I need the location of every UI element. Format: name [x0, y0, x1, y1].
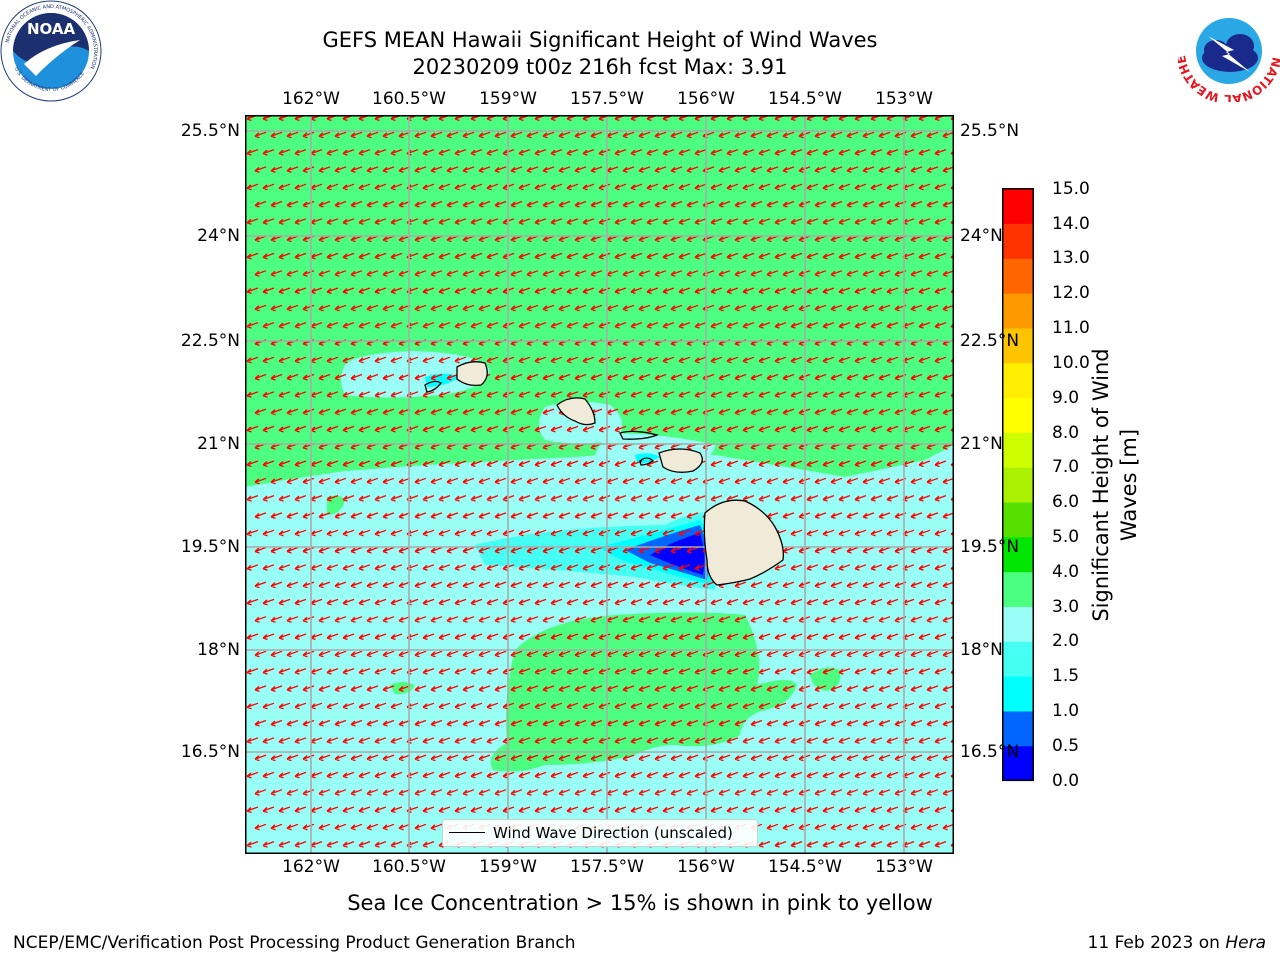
sea-ice-note: Sea Ice Concentration > 15% is shown in … — [347, 891, 933, 915]
graticule — [245, 115, 954, 854]
colorbar-band — [1002, 188, 1034, 224]
colorbar-band — [1002, 676, 1034, 712]
island-maui — [658, 448, 703, 473]
colorbar-band — [1002, 501, 1034, 538]
colorbar-tick-label: 1.5 — [1052, 666, 1080, 687]
lon-tick-top: 160.5°W — [372, 89, 446, 109]
lon-tick-top: 162°W — [282, 89, 340, 109]
chart-subtitle: 20230209 t00z 216h fcst Max: 3.91 — [412, 55, 788, 79]
colorbar-label-line1: Significant Height of Wind — [1089, 348, 1113, 622]
lon-tick-bottom: 160.5°W — [372, 857, 446, 877]
lat-tick-right: 25.5°N — [960, 121, 1020, 141]
lat-tick-right: 24°N — [960, 226, 1003, 246]
island-hawaii — [703, 499, 784, 586]
lon-tick-bottom: 159°W — [479, 857, 537, 877]
colorbar-band — [1002, 467, 1034, 503]
lon-tick-top: 153°W — [875, 89, 933, 109]
wave-height-map — [245, 115, 954, 854]
footer-date: 11 Feb 2023 on Hera — [1088, 933, 1266, 953]
colorbar-band — [1002, 710, 1034, 747]
colorbar-band — [1002, 571, 1034, 607]
footer-host: Hera — [1225, 933, 1266, 953]
lat-tick-left: 25.5°N — [180, 121, 240, 141]
lat-tick-left: 24°N — [197, 226, 240, 246]
colorbar-tick-label: 13.0 — [1052, 248, 1090, 269]
lon-tick-top: 154.5°W — [768, 89, 842, 109]
lon-tick-bottom: 157.5°W — [570, 857, 644, 877]
lon-tick-bottom: 162°W — [282, 857, 340, 877]
colorbar-band — [1002, 606, 1034, 642]
colorbar-tick-label: 0.0 — [1052, 770, 1080, 791]
lat-tick-right: 21°N — [960, 434, 1003, 454]
colorbar-tick-label: 9.0 — [1052, 387, 1080, 408]
wind-wave-arrows — [246, 115, 954, 848]
footer-credit: NCEP/EMC/Verification Post Processing Pr… — [13, 933, 576, 953]
island-niihau — [424, 380, 442, 393]
colorbar — [1002, 188, 1034, 782]
lat-tick-right: 16.5°N — [960, 742, 1020, 762]
island-oahu — [556, 397, 596, 426]
arrow-field — [246, 115, 954, 848]
colorbar-tick-label: 15.0 — [1052, 178, 1090, 199]
colorbar-band — [1002, 745, 1034, 782]
lon-tick-bottom: 156°W — [677, 857, 735, 877]
colorbar-tick-label: 10.0 — [1052, 352, 1090, 373]
nws-logo: NATIONAL WEATHER SERVICE — [1178, 0, 1280, 102]
footer-date-text: 11 Feb 2023 on — [1087, 933, 1226, 953]
colorbar-band — [1002, 258, 1034, 294]
colorbar-frame — [1002, 188, 1034, 781]
lat-tick-left: 22.5°N — [180, 331, 240, 351]
colorbar-band — [1002, 641, 1034, 677]
lat-tick-left: 18°N — [197, 640, 240, 660]
island-lanai — [639, 457, 655, 466]
lat-tick-right: 18°N — [960, 640, 1003, 660]
map-frame — [245, 115, 954, 854]
colorbar-band — [1002, 432, 1034, 468]
lon-tick-top: 157.5°W — [570, 89, 644, 109]
wave-patch-east — [810, 667, 841, 691]
lon-tick-bottom: 153°W — [875, 857, 933, 877]
lon-tick-top: 159°W — [479, 89, 537, 109]
lon-tick-bottom: 154.5°W — [768, 857, 842, 877]
noaa-logo-text: NOAA — [27, 20, 76, 38]
colorbar-band — [1002, 536, 1034, 573]
colorbar-band — [1002, 362, 1034, 399]
colorbar-tick-label: 6.0 — [1052, 492, 1080, 513]
lat-tick-left: 19.5°N — [180, 537, 240, 557]
colorbar-tick-label: 7.0 — [1052, 457, 1080, 478]
colorbar-tick-label: 14.0 — [1052, 213, 1090, 234]
colorbar-tick-label: 0.5 — [1052, 735, 1080, 756]
wave-field-1.5-2m — [475, 512, 718, 590]
colorbar-band — [1002, 397, 1034, 433]
legend-line-swatch — [449, 832, 485, 833]
lon-tick-top: 156°W — [677, 89, 735, 109]
colorbar-tick-label: 11.0 — [1052, 318, 1090, 339]
colorbar-tick-label: 3.0 — [1052, 596, 1080, 617]
map-legend: Wind Wave Direction (unscaled) — [442, 819, 758, 847]
lat-tick-left: 21°N — [197, 434, 240, 454]
islands — [424, 361, 784, 586]
wave-patch-northwest — [327, 495, 345, 515]
noaa-logo: NOAA NATIONAL OCEANIC AND ATMOSPHERIC AD… — [0, 0, 102, 102]
colorbar-band — [1002, 292, 1034, 329]
colorbar-tick-label: 5.0 — [1052, 526, 1080, 547]
island-kauai — [456, 361, 488, 387]
island-molokai — [619, 430, 660, 440]
legend-label: Wind Wave Direction (unscaled) — [493, 824, 733, 842]
lat-tick-left: 16.5°N — [180, 742, 240, 762]
colorbar-label-line2: Waves [m] — [1117, 428, 1141, 542]
colorbar-band — [1002, 327, 1034, 364]
colorbar-tick-label: 2.0 — [1052, 631, 1080, 652]
colorbar-tick-label: 8.0 — [1052, 422, 1080, 443]
colorbar-tick-label: 12.0 — [1052, 283, 1090, 304]
colorbar-band — [1002, 223, 1034, 259]
chart-title: GEFS MEAN Hawaii Significant Height of W… — [322, 28, 878, 52]
lat-tick-right: 22.5°N — [960, 331, 1020, 351]
wave-field-0-0.5m — [650, 533, 705, 575]
colorbar-tick-label: 4.0 — [1052, 561, 1080, 582]
colorbar-tick-label: 1.0 — [1052, 701, 1080, 722]
lat-tick-right: 19.5°N — [960, 537, 1020, 557]
